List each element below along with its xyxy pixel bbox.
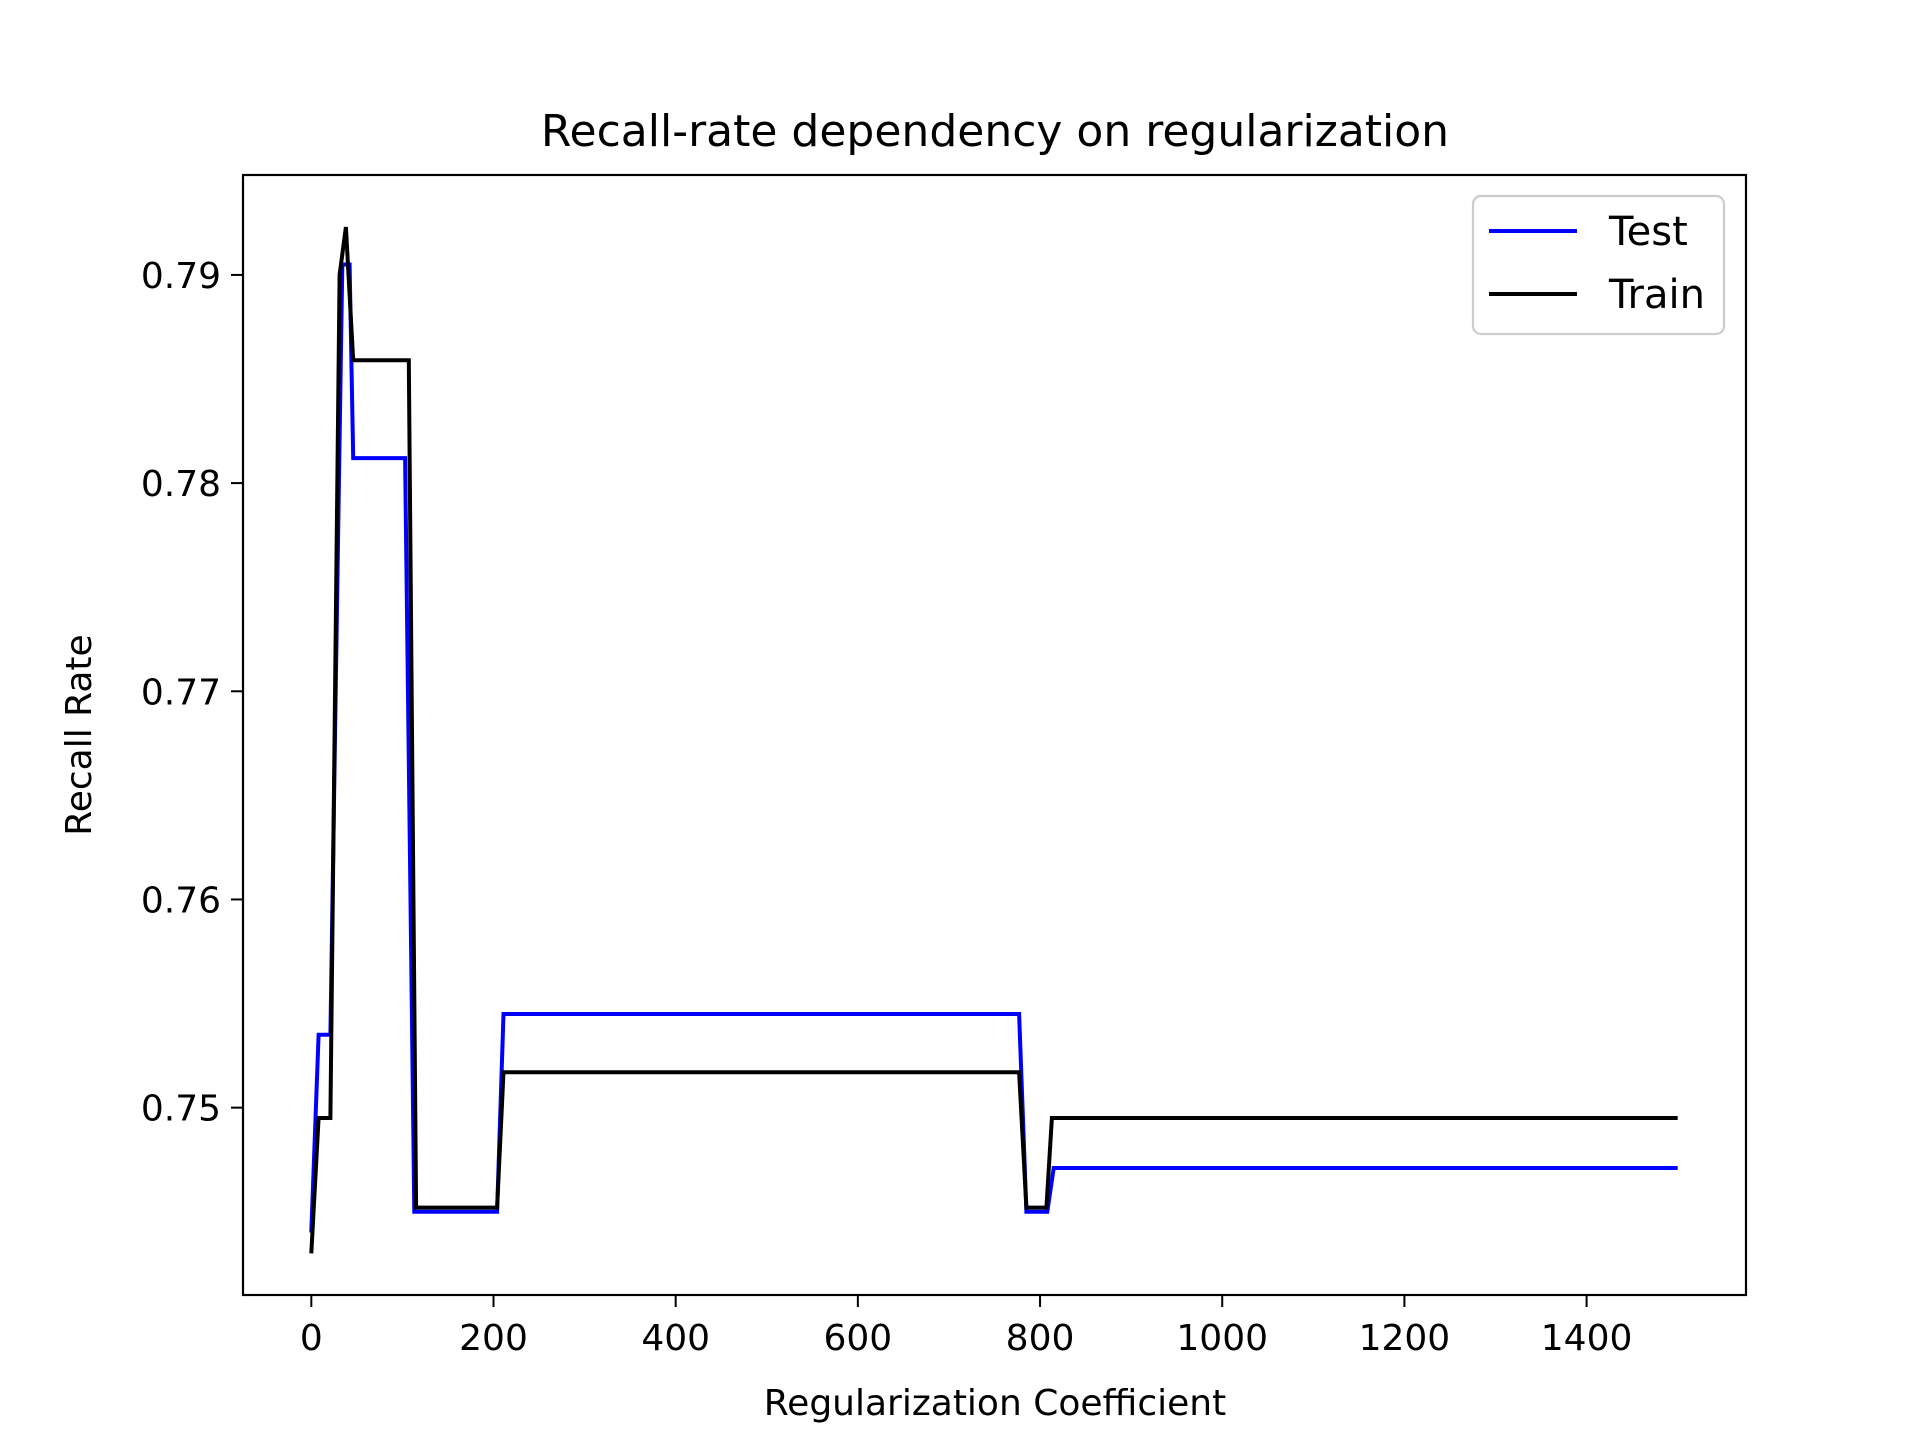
x-tick-label: 1000	[1176, 1318, 1268, 1359]
x-tick-label: 1400	[1541, 1318, 1633, 1359]
y-axis: 0.75 0.76 0.77 0.78 0.79	[141, 256, 243, 1130]
y-tick-label: 0.78	[141, 464, 221, 505]
y-axis-label: Recall Rate	[59, 634, 100, 835]
x-tick-label: 800	[1006, 1318, 1075, 1359]
plot-area	[243, 175, 1746, 1295]
chart-title: Recall-rate dependency on regularization	[541, 106, 1449, 157]
x-tick-label: 0	[300, 1318, 323, 1359]
y-tick-label: 0.76	[141, 880, 221, 921]
x-tick-label: 400	[641, 1318, 710, 1359]
y-tick-label: 0.77	[141, 672, 221, 713]
series-layer	[309, 226, 1678, 1254]
y-tick-label: 0.75	[141, 1089, 221, 1130]
x-tick-label: 200	[459, 1318, 528, 1359]
plot-frame	[241, 173, 1748, 1297]
legend-label-train: Train	[1608, 272, 1705, 318]
x-axis: 0 200 400 600 800 1000 1200 1400	[300, 1295, 1633, 1359]
y-tick-label: 0.79	[141, 256, 221, 297]
legend-label-test: Test	[1608, 209, 1688, 255]
x-axis-label: Regularization Coefficient	[764, 1383, 1226, 1424]
x-tick-label: 1200	[1359, 1318, 1451, 1359]
x-tick-label: 600	[824, 1318, 893, 1359]
legend: Test Train	[1471, 194, 1726, 336]
series-line-train	[309, 226, 1678, 1254]
